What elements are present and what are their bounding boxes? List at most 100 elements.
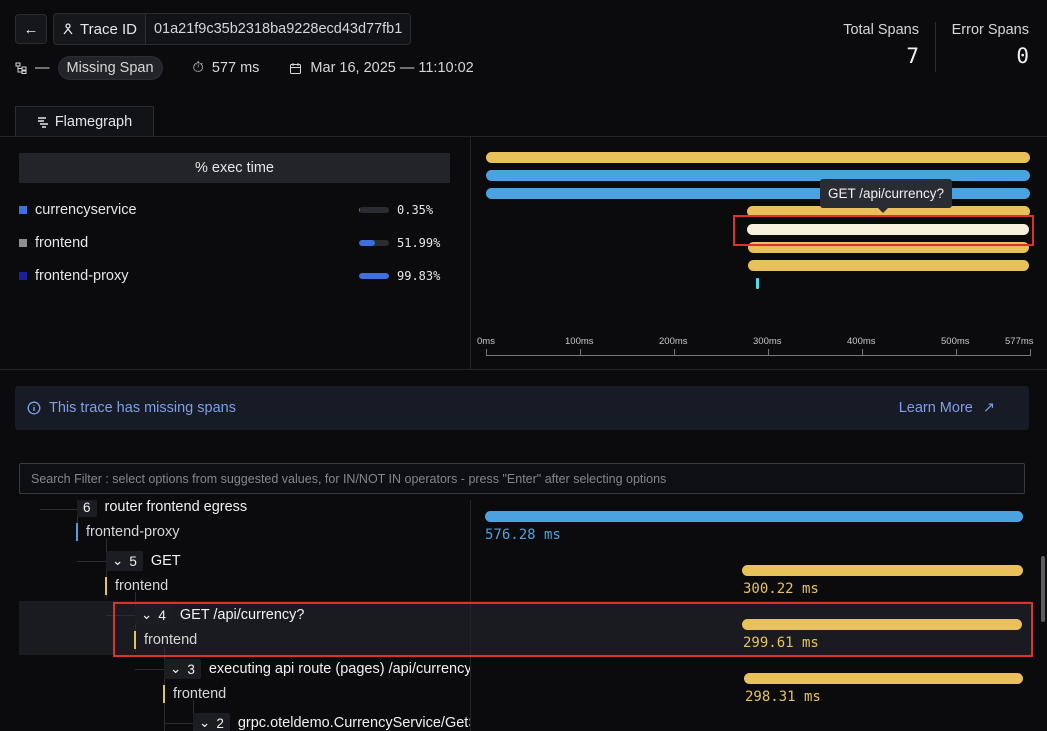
- flame-span[interactable]: [486, 188, 1030, 199]
- tick-mark: [486, 349, 487, 356]
- child-count: 2: [216, 715, 224, 731]
- service-color-swatch: [19, 239, 27, 247]
- chevron-down-icon: ⌄: [112, 553, 124, 568]
- stat-divider: [935, 22, 936, 72]
- child-count: 5: [129, 553, 137, 569]
- tick-mark: [768, 349, 769, 356]
- tick-label: 400ms: [847, 336, 876, 347]
- arrow-left-icon: ←: [23, 20, 39, 38]
- span-name: grpc.oteldemo.CurrencyService/GetSupport…: [237, 715, 470, 731]
- tick-label: 300ms: [753, 336, 782, 347]
- span-node-title[interactable]: ⌄2 grpc.oteldemo.CurrencyService/GetSupp…: [193, 713, 470, 731]
- trace-id-label-cell: Trace ID: [54, 14, 146, 44]
- panel-divider: [470, 137, 471, 369]
- section-divider: [0, 369, 1047, 370]
- span-bar[interactable]: [742, 565, 1023, 576]
- span-toggle[interactable]: ⌄ 2: [193, 713, 230, 731]
- span-node-title[interactable]: 6 router frontend egress: [77, 500, 470, 517]
- flame-span[interactable]: [486, 152, 1030, 163]
- scrollbar[interactable]: [1041, 556, 1045, 622]
- child-count: 6: [83, 500, 91, 515]
- search-filter-input[interactable]: [19, 463, 1025, 494]
- span-service: frontend: [163, 685, 226, 703]
- chevron-down-icon: ⌄: [141, 607, 153, 622]
- tick-mark: [862, 349, 863, 356]
- missing-spans-banner: This trace has missing spans Learn More …: [15, 386, 1029, 430]
- span-toggle[interactable]: 6: [77, 500, 97, 517]
- flamegraph-icon: [37, 117, 48, 128]
- error-spans-value: 0: [1016, 44, 1029, 68]
- timer-icon: ⏱: [192, 60, 204, 76]
- chevron-down-icon: ⌄: [170, 661, 182, 676]
- tab-flamegraph[interactable]: Flamegraph: [15, 106, 154, 137]
- span-tree-icon: [15, 62, 27, 74]
- span-duration: 300.22 ms: [743, 581, 819, 597]
- tree-guide: [135, 669, 164, 670]
- child-count: 3: [187, 661, 195, 677]
- highlight-box: [113, 602, 1033, 657]
- exec-bar-fill: [359, 273, 389, 279]
- flame-span-tiny[interactable]: [756, 278, 759, 289]
- exec-pct: 51.99%: [397, 236, 441, 250]
- flame-tooltip: GET /api/currency?: [820, 179, 953, 213]
- flame-span[interactable]: [747, 206, 1030, 217]
- span-toggle[interactable]: ⌄ 4: [135, 605, 172, 625]
- flame-span[interactable]: [748, 260, 1029, 271]
- time-axis: [486, 355, 1031, 356]
- tree-guide: [77, 561, 106, 562]
- learn-more-link[interactable]: Learn More ↗: [899, 400, 995, 416]
- service-name: currencyservice: [35, 202, 137, 218]
- exec-bar: [359, 240, 389, 246]
- info-icon: [27, 401, 41, 415]
- tree-guide: [106, 615, 135, 616]
- trace-duration: 577 ms: [211, 60, 260, 76]
- flame-span-selected[interactable]: [747, 224, 1029, 235]
- trace-icon: [63, 23, 73, 35]
- external-link-icon: ↗: [982, 400, 995, 416]
- tick-label: 0ms: [477, 336, 495, 347]
- span-service: frontend-proxy: [76, 523, 180, 541]
- trace-waterfall: 6 router frontend egress frontend-proxy …: [0, 500, 1047, 731]
- back-button[interactable]: ←: [15, 14, 47, 44]
- span-node-title[interactable]: ⌄ 5 GET: [106, 551, 181, 571]
- error-spans-stat: Error Spans 0: [940, 22, 1029, 68]
- total-spans-label: Total Spans: [843, 22, 919, 38]
- span-bar[interactable]: [485, 511, 1023, 522]
- trace-date: Mar 16, 2025: [310, 60, 396, 76]
- tab-flamegraph-label: Flamegraph: [54, 114, 133, 130]
- span-name: GET /api/currency?: [179, 607, 305, 623]
- trace-time: 11:10:02: [418, 60, 474, 76]
- span-duration: 298.31 ms: [745, 689, 821, 705]
- trace-id-label: Trace ID: [80, 20, 137, 38]
- error-spans-label: Error Spans: [951, 22, 1029, 38]
- tick-mark: [956, 349, 957, 356]
- span-bar[interactable]: [744, 673, 1023, 684]
- root-span-pill: Missing Span: [57, 56, 163, 80]
- span-toggle[interactable]: ⌄ 3: [164, 659, 201, 679]
- span-bar[interactable]: [742, 619, 1022, 630]
- flame-span[interactable]: [748, 242, 1029, 253]
- span-node-title[interactable]: ⌄ 4 GET /api/currency?: [135, 605, 304, 625]
- tree-guide: [40, 509, 77, 510]
- tab-divider: [0, 136, 1047, 137]
- exec-row-frontend[interactable]: frontend 51.99%: [19, 233, 449, 253]
- span-toggle[interactable]: ⌄ 5: [106, 551, 143, 571]
- exec-bar: [359, 273, 389, 279]
- trace-id-box[interactable]: Trace ID 01a21f9c35b2318ba9228ecd43d77fb…: [53, 13, 412, 45]
- exec-row-frontend-proxy[interactable]: frontend-proxy 99.83%: [19, 266, 449, 286]
- total-spans-stat: Total Spans 7: [830, 22, 919, 68]
- child-count: 4: [158, 607, 166, 623]
- exec-bar: [359, 207, 389, 213]
- chevron-down-icon: ⌄: [199, 715, 211, 730]
- flame-span[interactable]: [486, 170, 1030, 181]
- service-name: frontend-proxy: [35, 268, 129, 284]
- missing-spans-text: This trace has missing spans: [49, 400, 236, 416]
- trace-meta-row: — Missing Span ⏱ 577 ms Mar 16, 2025 — 1…: [15, 56, 474, 80]
- trace-id-value[interactable]: 01a21f9c35b2318ba9228ecd43d77fb1: [145, 14, 411, 44]
- tick-label: 200ms: [659, 336, 688, 347]
- exec-row-currencyservice[interactable]: currencyservice 0.35%: [19, 200, 449, 220]
- root-dash: —: [35, 60, 50, 76]
- tick-label: 500ms: [941, 336, 970, 347]
- calendar-icon: [290, 62, 302, 74]
- span-node-title[interactable]: ⌄ 3 executing api route (pages) /api/curr…: [164, 659, 470, 679]
